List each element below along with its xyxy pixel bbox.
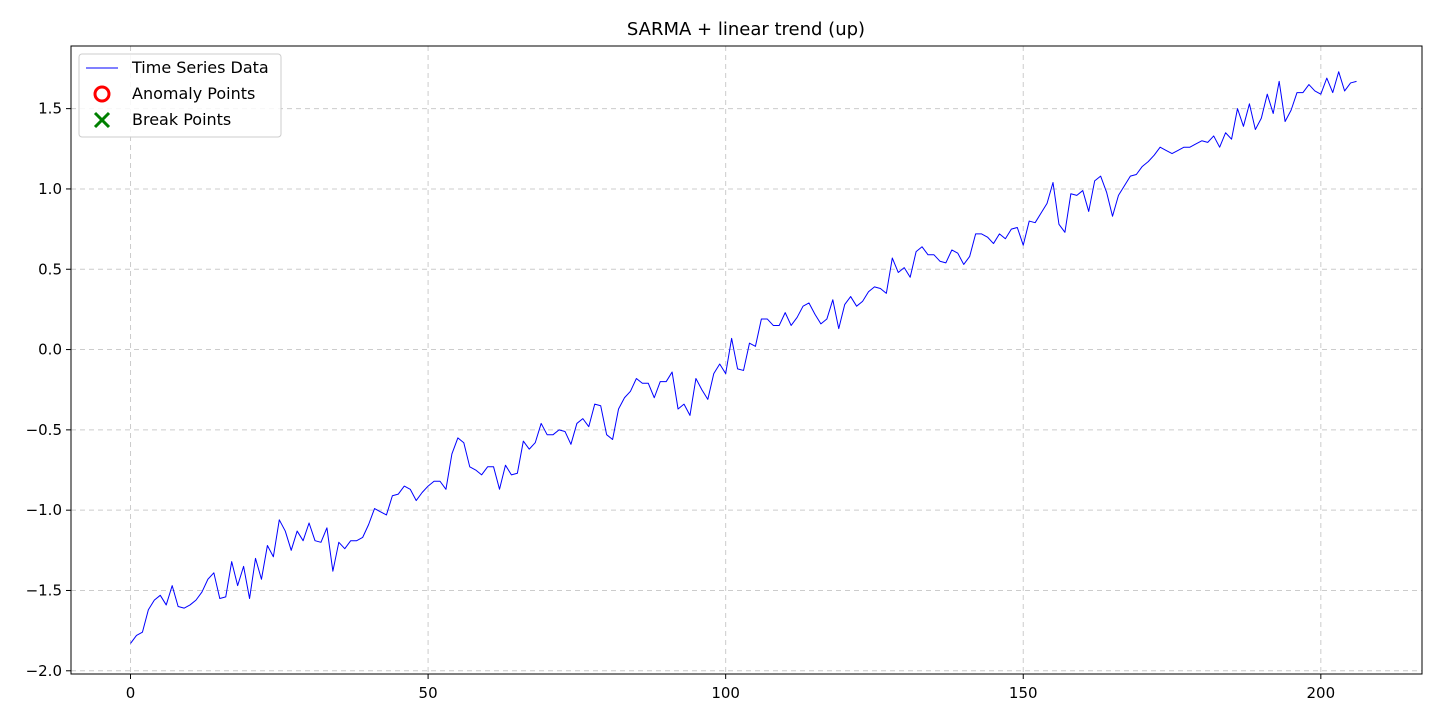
legend-circle-marker xyxy=(93,85,111,103)
y-tick-label: −0.5 xyxy=(26,421,62,439)
series-line xyxy=(130,71,1357,644)
y-tick-label: 1.5 xyxy=(38,100,62,118)
y-tick-label: −1.0 xyxy=(26,501,62,519)
y-tick-label: 0.5 xyxy=(38,260,62,278)
x-axis: 0 50 100 150 200 xyxy=(126,674,1335,702)
series-layer xyxy=(130,71,1357,644)
x-tick-label: 200 xyxy=(1307,684,1336,702)
y-tick-label: 0.0 xyxy=(38,341,62,359)
plot-area-frame xyxy=(70,45,1423,675)
x-tick-label: 150 xyxy=(1009,684,1038,702)
grid xyxy=(71,46,1422,674)
legend-label: Break Points xyxy=(132,110,231,129)
y-tick-label: −1.5 xyxy=(26,581,62,599)
legend-box xyxy=(78,53,282,138)
legend-x-marker xyxy=(93,111,111,129)
x-tick-label: 0 xyxy=(126,684,136,702)
chart-title: SARMA + linear trend (up) xyxy=(627,19,865,40)
x-tick-label: 100 xyxy=(711,684,740,702)
legend: Time Series Data Anomaly Points Break Poin… xyxy=(78,53,282,138)
x-tick-label: 50 xyxy=(419,684,438,702)
y-axis: −2.0 −1.5 −1.0 −0.5 0.0 0.5 1.0 1.5 xyxy=(26,100,71,680)
y-tick-label: 1.0 xyxy=(38,180,62,198)
legend-label: Time Series Data xyxy=(131,58,269,77)
legend-label: Anomaly Points xyxy=(132,84,255,103)
y-tick-label: −2.0 xyxy=(26,662,62,680)
